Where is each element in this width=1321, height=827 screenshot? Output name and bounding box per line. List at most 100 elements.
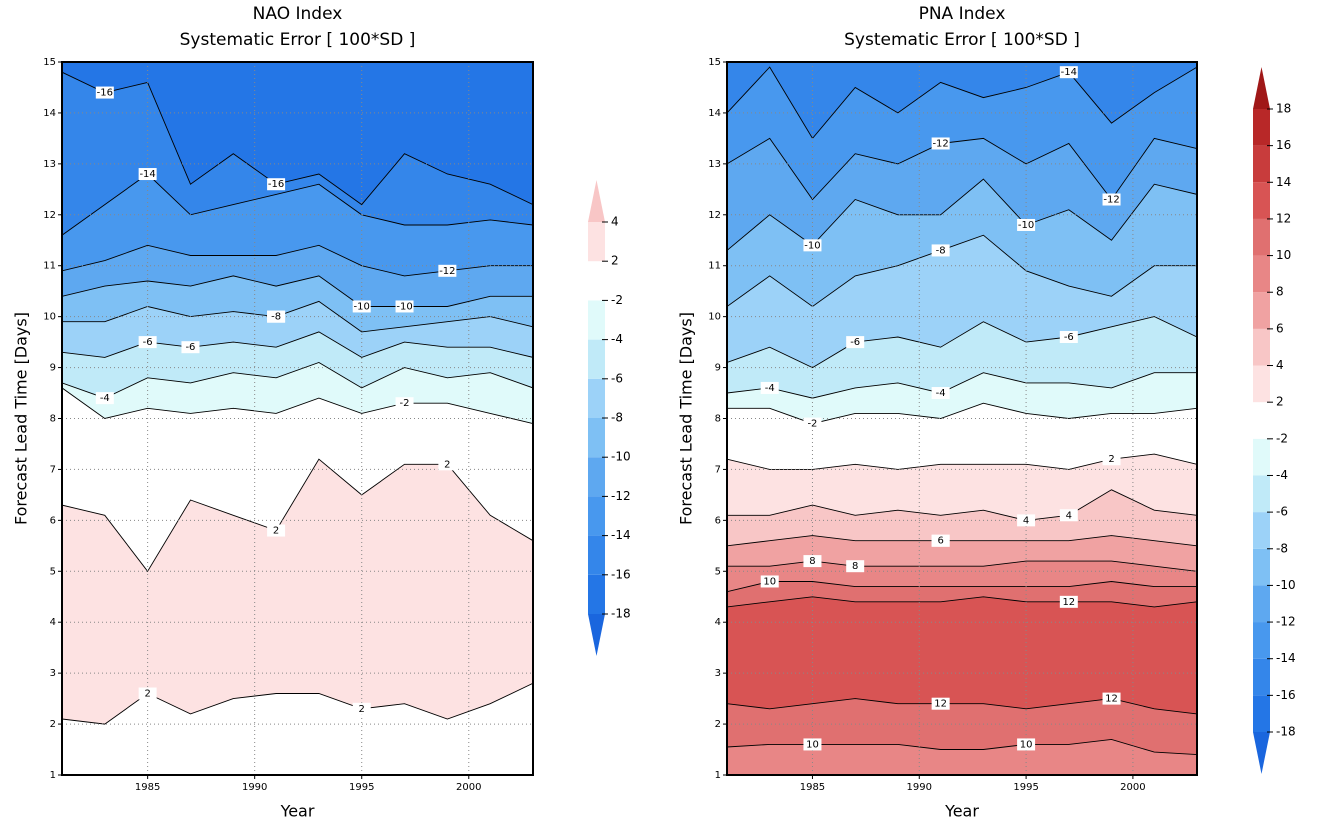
contour-line — [727, 316, 1197, 369]
colorbar-label: 4 — [1276, 358, 1284, 372]
colorbar-segment — [1253, 292, 1270, 329]
x-tick-label: 2000 — [1120, 782, 1145, 793]
label-box — [803, 555, 822, 568]
colorbar-segment — [588, 300, 605, 340]
label-box — [803, 417, 822, 430]
y-tick-label: 6 — [715, 515, 721, 526]
label-box — [267, 178, 286, 191]
label-box — [438, 458, 457, 471]
y-tick-label: 4 — [50, 617, 56, 628]
colorbar-label: -14 — [1276, 651, 1296, 665]
colorbar-label: -2 — [611, 293, 623, 307]
y-tick-label: 11 — [708, 261, 721, 272]
contour-label: 6 — [937, 536, 943, 547]
label-box — [181, 341, 200, 354]
contour-line — [62, 300, 533, 333]
colorbar-label: 2 — [611, 254, 619, 268]
colorbar-segment — [1253, 109, 1270, 146]
colorbar-label: 12 — [1276, 211, 1291, 225]
y-tick-label: 4 — [715, 617, 721, 628]
contour-label: 12 — [1062, 597, 1075, 608]
contour-label: -2 — [400, 398, 410, 409]
y-tick-label: 9 — [50, 363, 56, 374]
y-tick-label: 2 — [715, 719, 721, 730]
y-tick-label: 1 — [50, 770, 56, 781]
colorbar-segment — [1253, 695, 1270, 732]
colorbar-label: -18 — [1276, 725, 1296, 739]
label-box — [1102, 692, 1121, 705]
y-tick-label: 7 — [50, 464, 56, 475]
y-axis-title: Forecast Lead Time [Days] — [12, 312, 31, 525]
label-box — [803, 738, 822, 751]
label-box — [267, 524, 286, 537]
y-tick-label: 12 — [708, 210, 721, 221]
colorbar-label: -12 — [611, 489, 631, 503]
contour-label: -14 — [1061, 67, 1077, 78]
colorbar-end — [1253, 67, 1270, 109]
contour-label: 2 — [444, 459, 450, 470]
colorbar-segment — [588, 457, 605, 497]
contour-line — [727, 234, 1197, 308]
contour-label: -4 — [936, 388, 946, 399]
y-tick-label: 15 — [43, 57, 56, 68]
y-tick-label: 7 — [715, 464, 721, 475]
colorbar-segment — [1253, 512, 1270, 549]
colorbar-label: -8 — [611, 411, 623, 425]
y-tick-label: 13 — [43, 159, 56, 170]
contour-line — [62, 362, 533, 399]
colorbar-segment — [588, 574, 605, 614]
plot-area — [727, 62, 1197, 775]
y-tick-label: 13 — [708, 159, 721, 170]
colorbar-segment — [1253, 585, 1270, 623]
colorbar-label: -18 — [611, 607, 631, 621]
contour-label: 10 — [1020, 739, 1033, 750]
y-tick-label: 9 — [715, 363, 721, 374]
colorbar-label: 14 — [1276, 175, 1291, 189]
contour-label: 2 — [359, 704, 365, 715]
contour-label: 10 — [806, 739, 819, 750]
colorbar-label: 16 — [1276, 138, 1291, 152]
label-box — [95, 86, 114, 99]
label-box — [846, 560, 865, 573]
y-tick-label: 11 — [43, 261, 56, 272]
colorbar-label: 4 — [611, 215, 619, 229]
contour-label: -4 — [765, 383, 775, 394]
colorbar-label: -10 — [1276, 578, 1296, 592]
colorbar-segment — [1253, 182, 1270, 219]
contour-label: -6 — [143, 337, 153, 348]
contour-label: 2 — [1108, 454, 1114, 465]
colorbar-segment — [588, 535, 605, 575]
colorbar-label: 6 — [1276, 321, 1284, 335]
y-tick-label: 6 — [50, 515, 56, 526]
colorbar-segment — [1253, 438, 1270, 476]
colorbar-segment — [1253, 328, 1270, 366]
contour-label: -12 — [439, 266, 455, 277]
contour-label: -6 — [850, 337, 860, 348]
colorbar-segment — [588, 261, 605, 301]
contour-label: 12 — [1105, 694, 1118, 705]
colorbar-label: -8 — [1276, 541, 1288, 555]
colorbar-segment — [1253, 365, 1270, 403]
colorbar-label: -10 — [611, 450, 631, 464]
label-box — [395, 397, 414, 410]
contour-band — [727, 62, 1197, 139]
contour-line — [62, 458, 533, 573]
label-box — [931, 137, 950, 150]
colorbar-label: -14 — [611, 528, 631, 542]
colorbar-label: -2 — [1276, 431, 1288, 445]
colorbar-label: -12 — [1276, 615, 1296, 629]
x-tick-label: 1985 — [135, 782, 160, 793]
contour-label: -10 — [354, 301, 370, 312]
contour-line — [727, 489, 1197, 521]
y-tick-label: 1 — [715, 770, 721, 781]
x-tick-label: 1990 — [907, 782, 932, 793]
colorbar-end — [588, 614, 605, 656]
colorbar-end — [588, 180, 605, 222]
y-tick-label: 3 — [715, 668, 721, 679]
y-tick-label: 8 — [50, 414, 56, 425]
contour-label: 8 — [809, 556, 815, 567]
chart-title: NAO Index — [253, 4, 343, 24]
contour-label: 10 — [763, 576, 776, 587]
x-tick-label: 1985 — [800, 782, 825, 793]
y-tick-label: 5 — [50, 566, 56, 577]
